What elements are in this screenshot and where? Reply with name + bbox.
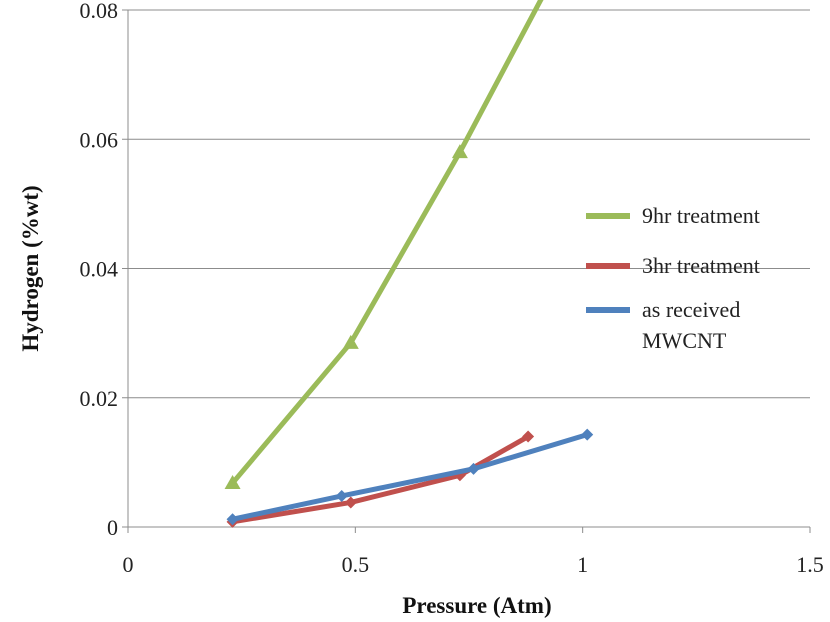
y-tick-labels: 0 0.02 0.04 0.06 0.08 xyxy=(80,0,119,540)
x-tick-label: 1 xyxy=(577,552,588,577)
data-point xyxy=(226,513,239,526)
x-tick-labels: 0 0.5 1 1.5 xyxy=(123,552,824,577)
y-tick-label: 0.04 xyxy=(80,257,119,282)
x-tick-label: 1.5 xyxy=(796,552,824,577)
data-point xyxy=(335,489,348,502)
data-point xyxy=(224,475,241,490)
x-tick-label: 0 xyxy=(123,552,134,577)
data-point xyxy=(522,430,535,443)
x-axis-title: Pressure (Atm) xyxy=(402,593,551,618)
y-axis-title: Hydrogen (%wt) xyxy=(18,185,43,351)
legend: 9hr treatment 3hr treatment as received MWC… xyxy=(586,203,760,353)
legend-label: MWCNT xyxy=(642,328,727,353)
series-line-1 xyxy=(230,434,531,525)
series-line-0 xyxy=(230,0,544,486)
y-tick-label: 0.08 xyxy=(80,0,119,23)
series-line-2 xyxy=(230,432,590,522)
y-tick-label: 0.02 xyxy=(80,386,119,411)
legend-label: as received xyxy=(642,297,740,322)
data-point xyxy=(342,334,359,349)
legend-label: 3hr treatment xyxy=(642,253,760,278)
y-tick-label: 0 xyxy=(107,515,118,540)
legend-label: 9hr treatment xyxy=(642,203,760,228)
series-group xyxy=(224,0,594,528)
data-point xyxy=(451,144,468,159)
data-point xyxy=(344,496,357,509)
x-tick-label: 0.5 xyxy=(342,552,370,577)
data-point xyxy=(467,462,480,475)
axes xyxy=(122,9,811,533)
y-tick-label: 0.06 xyxy=(80,127,119,152)
data-point xyxy=(581,428,594,441)
